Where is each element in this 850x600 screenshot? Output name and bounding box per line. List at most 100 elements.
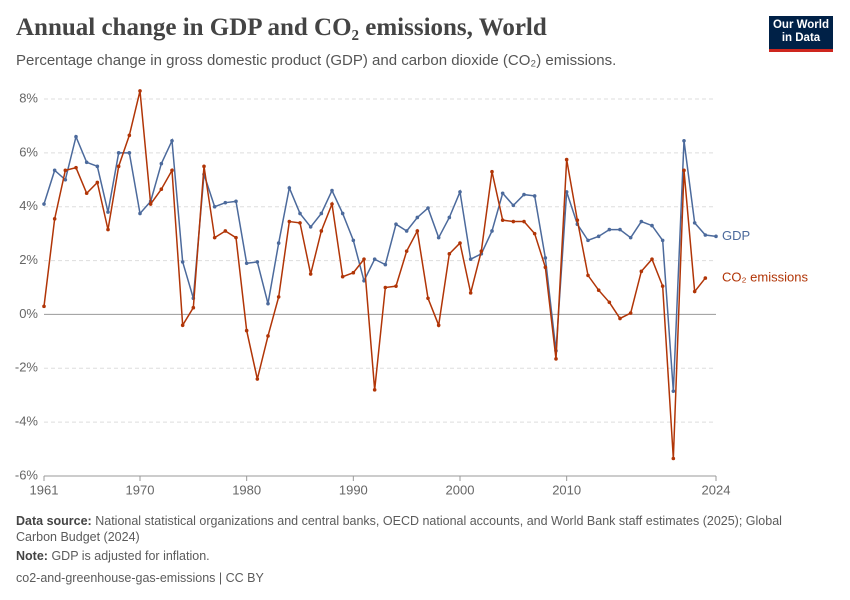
point — [628, 311, 633, 315]
chart-title: Annual change in GDP and CO₂ emissions, … — [16, 14, 547, 41]
point — [276, 295, 281, 299]
x-tick-label: 2024 — [702, 482, 731, 497]
point — [298, 221, 302, 225]
point — [276, 241, 281, 245]
point — [63, 177, 68, 182]
point — [127, 151, 132, 155]
point — [308, 272, 313, 276]
point — [351, 270, 356, 275]
point — [202, 164, 206, 169]
point — [596, 288, 601, 292]
point — [479, 249, 484, 253]
point — [692, 289, 697, 294]
point — [138, 89, 142, 93]
point — [575, 218, 580, 222]
point — [234, 199, 238, 204]
point — [52, 217, 57, 221]
point — [522, 219, 526, 224]
point — [351, 238, 356, 243]
point — [404, 249, 409, 253]
point — [543, 256, 548, 260]
point — [148, 202, 153, 206]
point — [244, 261, 249, 266]
point — [596, 234, 601, 239]
point — [308, 225, 313, 229]
point — [426, 296, 430, 301]
point — [415, 215, 420, 220]
point — [170, 138, 174, 143]
point — [468, 291, 473, 295]
source: Data source: National statistical organi… — [16, 513, 826, 545]
point — [74, 165, 78, 170]
point — [42, 202, 46, 206]
footer: co2-and-greenhouse-gas-emissions | CC BY — [16, 571, 264, 585]
point — [287, 219, 292, 224]
point — [682, 168, 686, 173]
y-tick-label: 0% — [19, 306, 38, 321]
point — [543, 265, 548, 270]
point — [650, 223, 654, 228]
point — [394, 284, 398, 288]
point — [223, 229, 228, 233]
point — [458, 241, 462, 245]
point — [234, 235, 238, 240]
point — [362, 257, 366, 262]
point — [42, 304, 46, 309]
logo-line: Our World — [772, 19, 829, 31]
point — [650, 257, 654, 262]
point — [415, 229, 420, 233]
point — [468, 257, 473, 262]
point — [554, 357, 558, 361]
point — [628, 235, 633, 240]
point — [255, 260, 260, 264]
point — [106, 227, 110, 232]
point — [212, 235, 217, 240]
point — [287, 186, 292, 190]
point — [74, 134, 78, 139]
point — [330, 188, 334, 193]
point — [170, 168, 174, 173]
point — [703, 233, 708, 237]
point — [511, 219, 516, 224]
point — [180, 323, 185, 328]
point — [255, 377, 260, 381]
x-tick-label: 2010 — [552, 482, 581, 497]
point — [191, 305, 196, 310]
point — [52, 168, 57, 173]
legend-label: GDP — [722, 228, 750, 243]
point — [522, 192, 526, 197]
point — [362, 278, 366, 283]
point — [618, 227, 622, 232]
chart: -6% -4% -2% 0% 2% 4% 6% 8% 1961 1970 1980 1990 2000 2… — [15, 89, 808, 497]
point — [426, 206, 430, 210]
point — [436, 323, 441, 328]
point — [607, 227, 612, 232]
logo[interactable]: Our World in Data — [769, 16, 833, 52]
point — [84, 160, 89, 165]
note-label: Note: — [16, 549, 48, 563]
y-tick-label: -6% — [15, 467, 39, 482]
point — [671, 456, 676, 461]
point — [490, 169, 494, 174]
point — [95, 164, 100, 169]
point — [212, 204, 217, 209]
y-tick-label: -4% — [15, 414, 39, 429]
point — [266, 301, 270, 306]
point — [671, 389, 676, 393]
point — [298, 211, 302, 216]
point — [639, 219, 644, 224]
point — [372, 257, 377, 262]
legend-label: CO₂ emissions — [722, 270, 808, 285]
point — [447, 252, 452, 256]
point — [436, 235, 441, 240]
point — [500, 191, 505, 196]
point — [586, 238, 590, 243]
point — [340, 274, 345, 279]
point — [180, 260, 185, 264]
point — [63, 168, 68, 173]
x-tick-label: 1980 — [232, 482, 261, 497]
point — [95, 180, 100, 185]
x-tick-label: 1990 — [339, 482, 368, 497]
point — [116, 164, 121, 169]
